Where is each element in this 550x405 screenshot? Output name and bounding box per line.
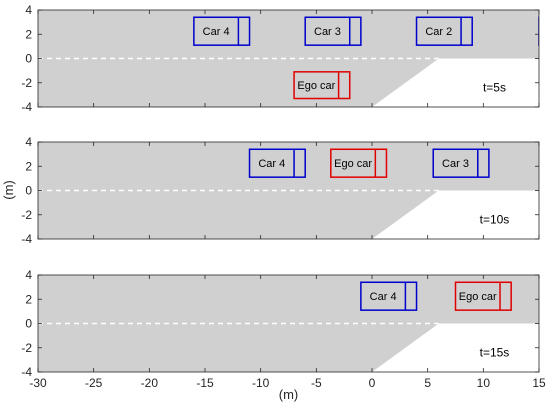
- car-body: [293, 71, 351, 100]
- y-tick-label: -4: [21, 100, 32, 114]
- x-tick-label: 15: [532, 376, 546, 390]
- car-label: Car 3: [314, 26, 341, 38]
- car-label: Car 4: [370, 291, 397, 303]
- other-car: Car 4: [193, 16, 251, 46]
- time-label: t=15s: [480, 346, 510, 360]
- car-body: [248, 148, 306, 178]
- panel-3: Car 4 Ego car t=15s 4 2 0 -2 -4-30 -25 -20 -15 -10 -…: [21, 268, 546, 390]
- other-car: Car 3: [304, 16, 362, 46]
- car-body: [193, 16, 251, 46]
- y-tick-label: -2: [21, 208, 32, 222]
- x-tick-label: 0: [369, 376, 376, 390]
- x-tick-label: -30: [29, 376, 47, 390]
- other-car: Car 4: [360, 281, 418, 311]
- plot-area: Car 4 Ego car Car 3: [38, 142, 539, 239]
- x-tick-label: -15: [196, 376, 214, 390]
- y-tick-label: -4: [21, 232, 32, 246]
- ego-car: Ego car: [454, 281, 512, 311]
- other-car: [538, 16, 539, 46]
- x-tick-label: -20: [141, 376, 159, 390]
- y-tick-label: 0: [25, 184, 32, 198]
- y-tick-label: 0: [25, 317, 32, 331]
- x-tick-label: -10: [252, 376, 270, 390]
- plot-area: Car 4 Ego car: [38, 275, 539, 372]
- y-tick-label: -2: [21, 76, 32, 90]
- x-tick-label: 5: [424, 376, 431, 390]
- car-label: Ego car: [334, 158, 372, 170]
- road: [38, 142, 539, 239]
- car-body: [454, 281, 512, 311]
- x-tick-label: -5: [311, 376, 322, 390]
- y-axis-label: (m): [1, 180, 16, 200]
- car-label: Car 4: [203, 26, 230, 38]
- y-tick-label: -4: [21, 365, 32, 379]
- other-car: Car 2: [415, 16, 473, 46]
- car-label: Car 3: [442, 158, 469, 170]
- ego-car: Ego car: [293, 71, 351, 100]
- car-body: [304, 16, 362, 46]
- y-tick-label: 2: [25, 159, 32, 173]
- other-car: Car 4: [248, 148, 306, 178]
- y-tick-label: 4: [25, 135, 32, 149]
- road: [38, 10, 539, 107]
- ego-car: Ego car: [330, 148, 388, 178]
- other-car: Car 3: [432, 148, 490, 178]
- time-label: t=5s: [483, 81, 506, 95]
- plot-area: Car 4 Car 3 Car 2 Ego car: [38, 10, 539, 107]
- car-label: Ego car: [459, 291, 497, 303]
- car-label: Car 4: [258, 158, 285, 170]
- x-tick-label: -25: [85, 376, 103, 390]
- y-tick-label: -2: [21, 341, 32, 355]
- x-tick-label: 10: [477, 376, 491, 390]
- car-label: Ego car: [297, 80, 335, 92]
- car-label: Car 2: [425, 26, 452, 38]
- y-tick-label: 4: [25, 268, 32, 282]
- car-body: [432, 148, 490, 178]
- x-axis-label: (m): [279, 387, 299, 402]
- y-tick-label: 0: [25, 52, 32, 66]
- car-body: [360, 281, 418, 311]
- y-tick-label: 4: [25, 3, 32, 17]
- y-tick-label: 2: [25, 292, 32, 306]
- panel-1: Car 4 Car 3 Car 2 Ego car t=5s 4 2 0 -2 -4: [21, 3, 540, 114]
- y-tick-label: 2: [25, 27, 32, 41]
- panel-2: Car 4 Ego car Car 3 t=10s 4 2 0 -2 -4: [21, 135, 540, 246]
- car-body: [330, 148, 388, 178]
- car-body: [415, 16, 473, 46]
- car-body: [538, 16, 539, 46]
- time-label: t=10s: [480, 213, 510, 227]
- road: [38, 275, 539, 372]
